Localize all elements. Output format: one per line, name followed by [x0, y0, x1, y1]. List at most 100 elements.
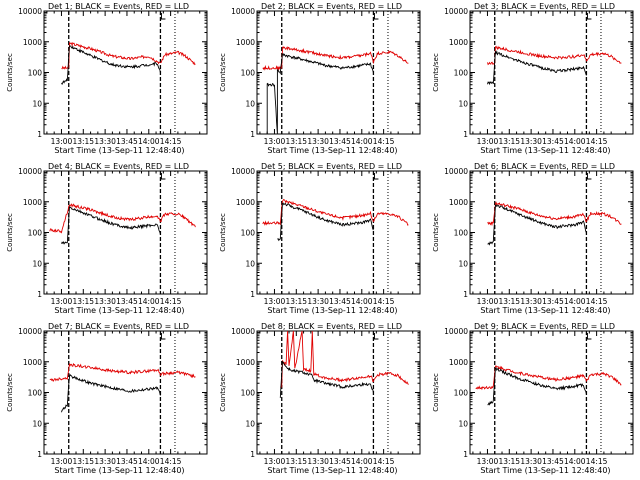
- x-tick-label: 13:00: [51, 297, 73, 306]
- x-tick-label: 14:00: [564, 137, 586, 146]
- x-tick-label: 13:00: [264, 297, 286, 306]
- x-tick-label: 14:15: [586, 457, 608, 466]
- chart-title: Det 6; BLACK = Events, RED = LLD: [474, 162, 615, 171]
- y-axis-label: Counts/sec: [219, 213, 227, 252]
- x-tick-label: 13:30: [94, 137, 116, 146]
- x-tick-label: 14:15: [373, 457, 395, 466]
- y-tick-label: 100: [454, 69, 469, 78]
- x-axis-label: Start Time (13-Sep-11 12:48:40): [267, 146, 397, 155]
- y-tick-label: 100: [241, 389, 256, 398]
- x-tick-label: 13:30: [520, 297, 542, 306]
- x-tick-label: 13:45: [542, 137, 564, 146]
- x-tick-label: 13:15: [498, 457, 520, 466]
- x-tick-label: 13:30: [94, 457, 116, 466]
- y-tick-label: 10: [32, 259, 42, 268]
- x-axis-label: Start Time (13-Sep-11 12:48:40): [480, 306, 610, 315]
- bracket-mark: [373, 333, 379, 340]
- y-axis-label: Counts/sec: [219, 373, 227, 412]
- x-tick-label: 13:15: [285, 137, 307, 146]
- y-tick-label: 10: [32, 99, 42, 108]
- y-tick-label: 1000: [23, 38, 42, 47]
- y-tick-label: 1000: [236, 358, 255, 367]
- x-tick-label: 13:45: [116, 457, 138, 466]
- x-tick-label: 14:15: [373, 137, 395, 146]
- x-tick-label: 13:00: [264, 137, 286, 146]
- bracket-mark: [160, 13, 166, 20]
- event-rate-line: [277, 202, 374, 242]
- bracket-mark: [586, 13, 592, 20]
- event-rate-line: [487, 204, 587, 246]
- x-tick-label: 13:15: [72, 137, 94, 146]
- event-rate-line: [266, 53, 374, 135]
- x-tick-label: 13:30: [307, 457, 329, 466]
- lld-rate-line: [487, 201, 622, 227]
- x-tick-label: 13:15: [285, 457, 307, 466]
- x-tick-label: 13:00: [477, 137, 499, 146]
- y-tick-label: 10: [245, 419, 255, 428]
- lld-rate-line: [262, 198, 409, 226]
- x-tick-label: 14:15: [586, 137, 608, 146]
- y-tick-label: 10: [245, 99, 255, 108]
- x-tick-label: 13:15: [72, 297, 94, 306]
- chart-title: Det 7; BLACK = Events, RED = LLD: [48, 322, 189, 331]
- x-axis-label: Start Time (13-Sep-11 12:48:40): [54, 306, 184, 315]
- x-axis-label: Start Time (13-Sep-11 12:48:40): [267, 466, 397, 475]
- x-tick-label: 13:30: [94, 297, 116, 306]
- x-tick-label: 14:15: [586, 297, 608, 306]
- y-axis-label: Counts/sec: [432, 373, 440, 412]
- x-tick-label: 13:30: [520, 137, 542, 146]
- x-axis-label: Start Time (13-Sep-11 12:48:40): [480, 146, 610, 155]
- y-tick-label: 100: [28, 69, 43, 78]
- lld-rate-line: [49, 362, 196, 383]
- x-tick-label: 14:00: [138, 297, 160, 306]
- x-tick-label: 14:15: [160, 297, 182, 306]
- x-tick-label: 13:45: [329, 297, 351, 306]
- y-tick-label: 1: [250, 130, 255, 139]
- x-tick-label: 14:00: [138, 457, 160, 466]
- x-tick-label: 14:00: [138, 137, 160, 146]
- x-tick-label: 14:00: [564, 457, 586, 466]
- panel-det-6: Det 6; BLACK = Events, RED = LLD 1 10 100 10…: [432, 162, 634, 315]
- y-tick-label: 10000: [231, 327, 255, 336]
- event-rate-line: [487, 50, 587, 86]
- bracket-mark: [373, 13, 379, 20]
- x-tick-label: 13:00: [264, 457, 286, 466]
- panel-det-4: Det 4; BLACK = Events, RED = LLD 1 10 100 10…: [6, 162, 208, 315]
- lld-rate-line: [487, 45, 622, 66]
- y-tick-label: 10: [458, 99, 468, 108]
- event-rate-line: [487, 367, 587, 406]
- x-tick-label: 13:45: [542, 457, 564, 466]
- chart-title: Det 5; BLACK = Events, RED = LLD: [261, 162, 402, 171]
- lld-rate-line: [49, 203, 196, 234]
- y-tick-label: 100: [28, 229, 43, 238]
- y-tick-label: 1: [463, 130, 468, 139]
- x-tick-label: 14:00: [564, 297, 586, 306]
- x-tick-label: 13:45: [542, 297, 564, 306]
- x-tick-label: 13:15: [285, 297, 307, 306]
- chart-title: Det 2; BLACK = Events, RED = LLD: [261, 2, 402, 11]
- bracket-mark: [160, 333, 166, 340]
- x-tick-label: 13:45: [329, 137, 351, 146]
- y-tick-label: 1: [37, 290, 42, 299]
- bracket-mark: [373, 173, 379, 180]
- x-axis-label: Start Time (13-Sep-11 12:48:40): [480, 466, 610, 475]
- y-tick-label: 1000: [449, 358, 468, 367]
- bracket-mark: [160, 173, 166, 180]
- y-tick-label: 100: [241, 69, 256, 78]
- chart-title: Det 8; BLACK = Events, RED = LLD: [261, 322, 402, 331]
- y-tick-label: 1: [250, 450, 255, 459]
- x-tick-label: 13:15: [498, 137, 520, 146]
- y-axis-label: Counts/sec: [6, 213, 14, 252]
- x-tick-label: 13:45: [116, 297, 138, 306]
- y-tick-label: 10000: [444, 167, 468, 176]
- y-tick-label: 10000: [444, 327, 468, 336]
- y-axis-label: Counts/sec: [6, 373, 14, 412]
- y-tick-label: 100: [28, 389, 43, 398]
- x-axis-label: Start Time (13-Sep-11 12:48:40): [267, 306, 397, 315]
- panel-det-2: Det 2; BLACK = Events, RED = LLD 1 10 100 10…: [219, 2, 421, 155]
- x-tick-label: 14:15: [373, 297, 395, 306]
- x-tick-label: 13:30: [520, 457, 542, 466]
- y-tick-label: 1000: [449, 198, 468, 207]
- lld-rate-line: [61, 42, 196, 70]
